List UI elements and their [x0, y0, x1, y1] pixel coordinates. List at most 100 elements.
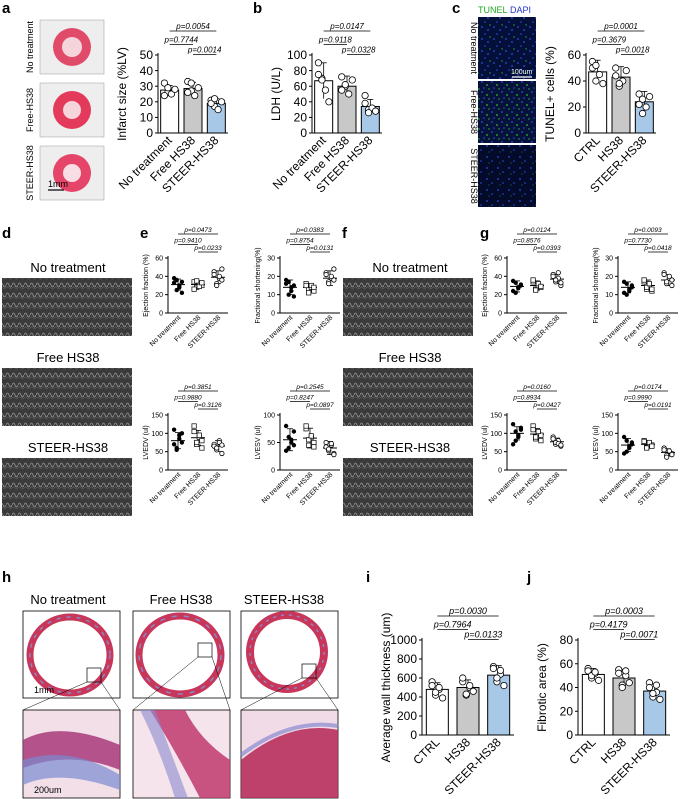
panel-letter-d: d — [2, 225, 11, 242]
data-point — [191, 91, 199, 100]
data-point — [196, 283, 202, 289]
data-point — [555, 270, 561, 276]
panel-h-histology: No treatment Free HS38 STEER-HS38 1mm 20… — [22, 592, 339, 799]
data-point — [291, 294, 297, 299]
panel-a-images: 1mm No treatment Free-HS38 STEER-HS38 — [25, 19, 105, 201]
scale-bar-label: 1mm — [48, 179, 68, 189]
y-tick-label: 0 — [574, 126, 581, 140]
data-point — [612, 64, 620, 72]
data-point — [348, 76, 356, 84]
data-point — [306, 442, 312, 448]
data-point — [199, 445, 205, 451]
data-point — [199, 280, 205, 286]
data-point — [646, 439, 652, 446]
y-tick-label: 50 — [494, 449, 502, 456]
panel-letter-a: a — [2, 0, 11, 17]
data-point — [194, 278, 200, 284]
y-tick-label: 20 — [140, 95, 154, 109]
y-tick-label: 50 — [140, 48, 154, 62]
data-point — [629, 442, 635, 447]
data-point — [283, 423, 289, 429]
p-value-label: p=0.7964 — [433, 620, 472, 630]
p-value-label: p=0.0014 — [187, 45, 222, 54]
data-point — [289, 440, 294, 445]
data-point — [187, 79, 195, 87]
data-point — [214, 445, 220, 451]
p-value-label: p=0.0147 — [329, 22, 364, 31]
data-point — [641, 277, 647, 283]
y-tick-label: 400 — [397, 690, 417, 704]
data-point — [558, 442, 564, 448]
data-point — [661, 271, 667, 278]
panel-letter-f: f — [342, 225, 348, 242]
data-point — [669, 282, 675, 289]
data-point — [160, 79, 169, 87]
p-value-label: p=0.0383 — [295, 227, 324, 234]
p-value-label: p=0.0131 — [305, 245, 334, 252]
data-point — [518, 282, 524, 287]
data-point — [286, 292, 291, 297]
panel-c-images: TUNEL DAPI 100um No treatment Free-HS38 … — [469, 5, 536, 207]
stain-tunel-label: TUNEL — [478, 5, 508, 15]
data-point — [500, 681, 508, 690]
y-tick-label: 40 — [155, 274, 163, 281]
y-axis-label: Ejection fraction (%) — [143, 254, 150, 317]
data-point — [303, 282, 309, 289]
data-point — [286, 279, 291, 285]
y-tick-label: 100 — [287, 48, 307, 62]
row-label: STEER-HS38 — [469, 148, 479, 204]
data-point — [550, 273, 556, 279]
data-point — [584, 667, 592, 675]
data-point — [621, 434, 627, 440]
echo-image — [343, 278, 473, 336]
y-tick-label: 0 — [159, 467, 163, 474]
row-label: Free HS38 — [379, 350, 442, 365]
y-tick-label: 0 — [410, 728, 417, 742]
data-point — [649, 689, 657, 698]
data-point — [331, 266, 337, 272]
y-tick-label: 0 — [271, 310, 275, 317]
data-point — [599, 80, 607, 88]
p-value-label: p=0.0473 — [183, 227, 212, 234]
data-point — [533, 287, 539, 293]
panel-letter-j: j — [526, 569, 531, 586]
y-tick-label: 0 — [300, 126, 307, 140]
y-tick-label: 40 — [568, 74, 582, 88]
data-point — [311, 284, 317, 290]
data-point — [645, 683, 654, 692]
y-tick-label: 50 — [605, 449, 613, 456]
row-label: No treatment — [30, 260, 106, 275]
data-point — [622, 667, 630, 675]
y-tick-label: 0 — [146, 126, 153, 140]
y-tick-label: 20 — [267, 274, 275, 281]
data-point — [638, 95, 647, 103]
data-point — [338, 73, 346, 81]
data-point — [666, 448, 672, 454]
data-point — [177, 436, 182, 442]
data-point — [199, 438, 205, 444]
data-point — [291, 443, 297, 448]
data-point — [627, 445, 632, 451]
data-point — [219, 277, 225, 283]
data-point — [331, 451, 337, 458]
data-point — [438, 694, 447, 702]
data-point — [538, 432, 544, 438]
data-point — [311, 444, 317, 450]
y-tick-label: 150 — [151, 412, 163, 419]
y-tick-label: 150 — [601, 412, 613, 419]
data-point — [326, 281, 332, 287]
p-value-label: p=0.4179 — [589, 620, 628, 630]
data-point — [530, 427, 536, 433]
data-point — [669, 277, 675, 283]
data-point — [635, 90, 643, 98]
data-point — [629, 285, 635, 290]
data-point — [624, 281, 629, 286]
y-tick-label: 20 — [605, 274, 613, 281]
data-point — [291, 429, 297, 434]
data-point — [615, 80, 623, 88]
